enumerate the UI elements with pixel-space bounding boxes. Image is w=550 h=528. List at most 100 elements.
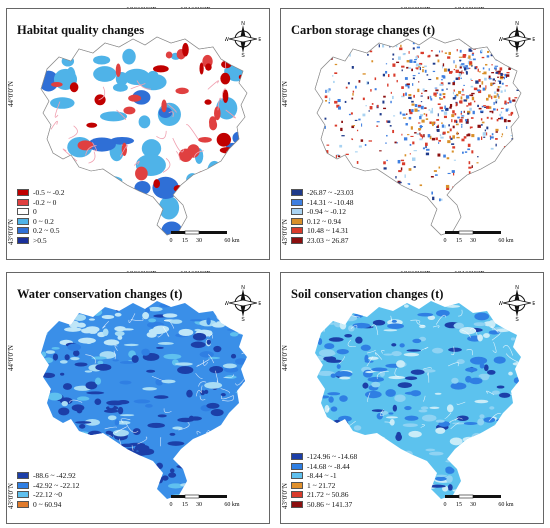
legend-label: -26.87 ~ -23.03 bbox=[307, 188, 354, 197]
map-frame: Water conservation changes (t) 44°0'0"N … bbox=[6, 272, 270, 524]
scale-label: 0 bbox=[170, 238, 173, 244]
legend-label: 10.48 ~ 14.31 bbox=[307, 226, 349, 235]
compass-icon: N S E W bbox=[225, 21, 261, 57]
legend-label: 0 ~ 0.2 bbox=[33, 216, 54, 226]
panel-title: Water conservation changes (t) bbox=[17, 287, 183, 301]
compass-icon: N S E W bbox=[499, 21, 535, 57]
compass-letter: W bbox=[499, 37, 503, 43]
legend-label: -124.96 ~ -14.68 bbox=[307, 452, 358, 461]
legend-item: -0.5 ~ -0.2 bbox=[17, 188, 65, 198]
legend-label: 0 bbox=[33, 207, 37, 216]
legend-label: -14.31 ~ -10.48 bbox=[307, 197, 354, 207]
legend-label: -8.44 ~ -1 bbox=[307, 471, 337, 480]
map-canvas bbox=[40, 36, 248, 236]
scale-label: 0 bbox=[444, 238, 447, 244]
compass-letter: S bbox=[241, 317, 245, 321]
legend-item: 10.48 ~ 14.31 bbox=[291, 226, 354, 236]
legend-item: -0.2 ~ 0 bbox=[17, 198, 65, 208]
latitude-label-top: 44°0'0"N bbox=[281, 81, 289, 107]
scale-label: 15 bbox=[456, 238, 462, 244]
legend-label: -0.94 ~ -0.12 bbox=[307, 207, 347, 216]
legend: -26.87 ~ -23.03 -14.31 ~ -10.48 -0.94 ~ -0… bbox=[291, 188, 354, 245]
legend-label: 21.72 ~ 50.86 bbox=[307, 490, 349, 499]
map-frame: Habitat quality changes 44°0'0"N 43°0'0"… bbox=[6, 8, 270, 260]
legend-item: 0 ~ 0.2 bbox=[17, 217, 65, 227]
panel-title: Habitat quality changes bbox=[17, 23, 145, 37]
legend-swatch bbox=[291, 453, 303, 461]
legend-item: 0.12 ~ 0.94 bbox=[291, 217, 354, 227]
compass-letter: S bbox=[515, 317, 519, 321]
legend: -124.96 ~ -14.68 -14.68 ~ -8.44 -8.44 ~ -1… bbox=[291, 452, 357, 509]
legend-item: -124.96 ~ -14.68 bbox=[291, 452, 357, 462]
legend-item: 1 ~ 21.72 bbox=[291, 481, 357, 491]
legend-item: -14.68 ~ -8.44 bbox=[291, 462, 357, 472]
compass-letter: W bbox=[225, 37, 229, 43]
map-frame: Soil conservation changes (t) 44°0'0"N 4… bbox=[280, 272, 544, 524]
compass-letter: N bbox=[515, 285, 519, 291]
legend-swatch bbox=[291, 236, 303, 244]
legend-swatch bbox=[291, 208, 303, 216]
legend-label: 1 ~ 21.72 bbox=[307, 480, 336, 490]
legend-swatch bbox=[291, 227, 303, 235]
study-area-outline bbox=[314, 36, 522, 236]
compass-letter: E bbox=[532, 301, 535, 307]
map-panel-3: 130°0'0"E 131°0'0"E Water conservation c… bbox=[4, 269, 272, 526]
legend-swatch bbox=[17, 189, 29, 197]
compass-letter: N bbox=[241, 285, 245, 291]
legend-label: -0.2 ~ 0 bbox=[33, 197, 57, 207]
legend-item: -8.44 ~ -1 bbox=[291, 471, 357, 481]
legend-label: 0.12 ~ 0.94 bbox=[307, 216, 342, 226]
map-canvas bbox=[41, 301, 247, 499]
scale-bar: 0 15 30 60 km bbox=[170, 494, 240, 508]
scale-label: 30 bbox=[196, 238, 202, 244]
legend-swatch bbox=[17, 481, 29, 489]
legend-label: -0.5 ~ -0.2 bbox=[33, 188, 65, 197]
legend-item: -42.92 ~ -22.12 bbox=[17, 481, 80, 491]
latitude-label-top: 44°0'0"N bbox=[281, 345, 289, 371]
legend-swatch bbox=[291, 491, 303, 499]
map-canvas bbox=[314, 36, 522, 236]
legend-label: 0.2 ~ 0.5 bbox=[33, 226, 60, 235]
compass-letter: E bbox=[258, 37, 261, 43]
legend-swatch bbox=[291, 217, 303, 225]
scale-label: 60 km bbox=[224, 238, 240, 244]
panel-title: Soil conservation changes (t) bbox=[291, 287, 444, 301]
legend-label: -22.12 ~0 bbox=[33, 490, 63, 499]
map-panel-2: 130°0'0"E 131°0'0"E Carbon storage chang… bbox=[278, 5, 546, 262]
study-area bbox=[40, 36, 248, 236]
latitude-label-bottom: 43°0'0"N bbox=[281, 219, 289, 245]
legend-swatch bbox=[17, 217, 29, 225]
scale-label: 30 bbox=[196, 502, 202, 508]
legend-item: 23.03 ~ 26.87 bbox=[291, 236, 354, 246]
legend-item: -26.87 ~ -23.03 bbox=[291, 188, 354, 198]
scale-bar: 0 15 30 60 km bbox=[170, 230, 240, 244]
compass-letter: N bbox=[241, 21, 245, 27]
legend-item: -0.94 ~ -0.12 bbox=[291, 207, 354, 217]
legend-item: 50.86 ~ 141.37 bbox=[291, 500, 357, 510]
legend-item: 21.72 ~ 50.86 bbox=[291, 490, 357, 500]
legend-label: 50.86 ~ 141.37 bbox=[307, 499, 353, 509]
compass-letter: E bbox=[532, 37, 535, 43]
legend-swatch bbox=[17, 491, 29, 499]
scale-bar: 0 15 30 60 km bbox=[444, 494, 514, 508]
legend-swatch bbox=[291, 189, 303, 197]
legend-item: >0.5 bbox=[17, 236, 65, 246]
scale-label: 30 bbox=[470, 238, 476, 244]
legend-swatch bbox=[291, 462, 303, 470]
scale-label: 15 bbox=[456, 502, 462, 508]
legend-swatch bbox=[17, 198, 29, 206]
legend-label: 23.03 ~ 26.87 bbox=[307, 235, 349, 245]
legend-swatch bbox=[17, 472, 29, 480]
map-panel-4: 130°0'0"E 131°0'0"E Soil conservation ch… bbox=[278, 269, 546, 526]
scale-label: 0 bbox=[170, 502, 173, 508]
legend-label: -88.6 ~ -42.92 bbox=[33, 471, 76, 480]
scale-label: 0 bbox=[444, 502, 447, 508]
legend-item: 0 bbox=[17, 207, 65, 217]
scale-label: 60 km bbox=[224, 502, 240, 508]
legend-swatch bbox=[17, 208, 29, 216]
latitude-label-top: 44°0'0"N bbox=[7, 81, 15, 107]
compass-letter: E bbox=[258, 301, 261, 307]
legend-item: 0 ~ 60.94 bbox=[17, 500, 80, 510]
legend-swatch bbox=[291, 472, 303, 480]
compass-letter: N bbox=[515, 21, 519, 27]
